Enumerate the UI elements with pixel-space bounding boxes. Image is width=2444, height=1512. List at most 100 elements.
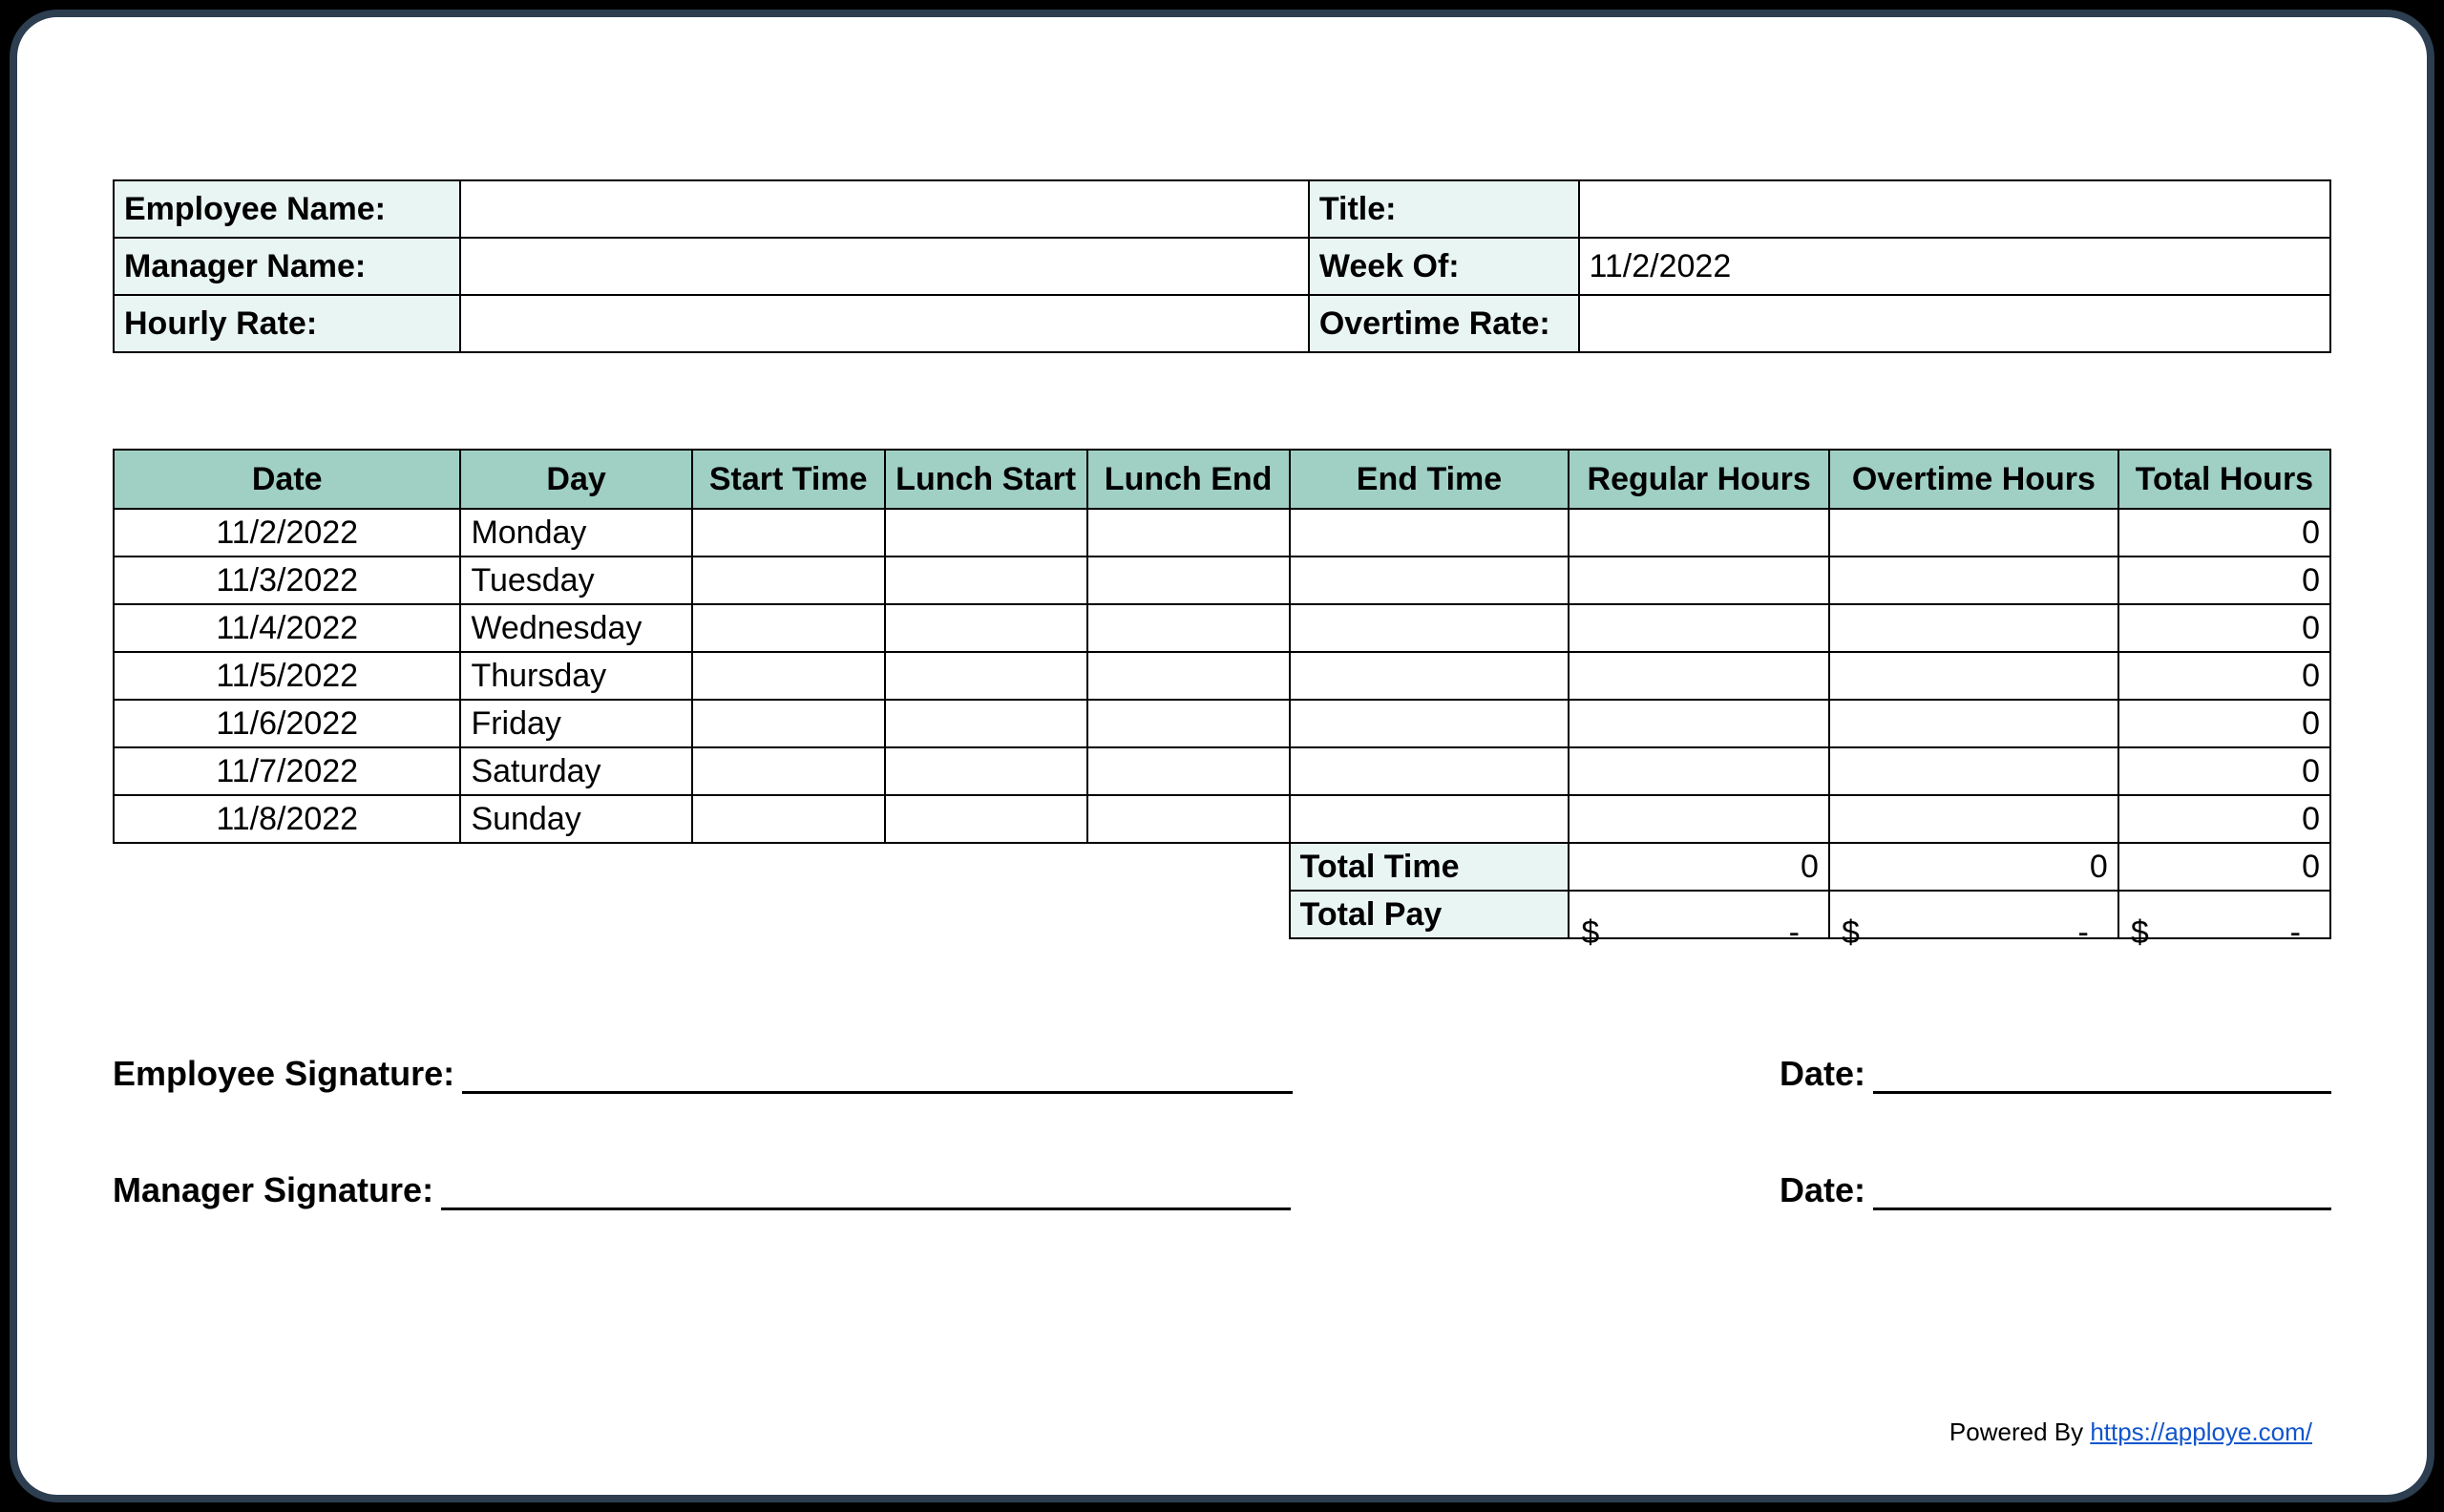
- week-of-value[interactable]: 11/2/2022: [1579, 238, 2330, 295]
- lunch-end-cell[interactable]: [1087, 747, 1290, 795]
- start-cell[interactable]: [692, 747, 885, 795]
- end-cell[interactable]: [1290, 509, 1570, 556]
- start-cell[interactable]: [692, 509, 885, 556]
- lunch-end-cell[interactable]: [1087, 556, 1290, 604]
- date-cell: 11/6/2022: [114, 700, 460, 747]
- info-table: Employee Name: Title: Manager Name: Week…: [113, 179, 2331, 353]
- end-cell[interactable]: [1290, 556, 1570, 604]
- col-start-header: Start Time: [692, 450, 885, 509]
- date-cell: 11/3/2022: [114, 556, 460, 604]
- tot-cell: 0: [2118, 795, 2330, 843]
- overtime-rate-label: Overtime Rate:: [1309, 295, 1579, 352]
- employee-name-value[interactable]: [460, 180, 1308, 238]
- start-cell[interactable]: [692, 556, 885, 604]
- date-cell: 11/5/2022: [114, 652, 460, 700]
- table-header-row: Date Day Start Time Lunch Start Lunch En…: [114, 450, 2330, 509]
- day-cell: Saturday: [460, 747, 691, 795]
- pay-dash: -: [2078, 914, 2089, 952]
- table-row: 11/6/2022Friday 0: [114, 700, 2330, 747]
- footer: Powered By https://apploye.com/: [1949, 1418, 2312, 1447]
- ot-cell: [1829, 700, 2118, 747]
- dollar-sign: $: [2131, 914, 2149, 952]
- lunch-end-cell[interactable]: [1087, 795, 1290, 843]
- end-cell[interactable]: [1290, 747, 1570, 795]
- col-tot-header: Total Hours: [2118, 450, 2330, 509]
- total-pay-row: Total Pay $ - $ - $ -: [114, 891, 2330, 938]
- total-pay-reg: $ -: [1569, 891, 1829, 938]
- total-pay-ot: $ -: [1829, 891, 2118, 938]
- lunch-start-cell[interactable]: [885, 556, 1087, 604]
- ot-cell: [1829, 795, 2118, 843]
- date-cell: 11/4/2022: [114, 604, 460, 652]
- day-cell: Friday: [460, 700, 691, 747]
- day-cell: Monday: [460, 509, 691, 556]
- total-time-row: Total Time 0 0 0: [114, 843, 2330, 891]
- end-cell[interactable]: [1290, 700, 1570, 747]
- manager-signature-label: Manager Signature:: [113, 1170, 433, 1210]
- table-row: Hourly Rate: Overtime Rate:: [114, 295, 2330, 352]
- lunch-end-cell[interactable]: [1087, 652, 1290, 700]
- ot-cell: [1829, 509, 2118, 556]
- pay-dash: -: [1789, 914, 1800, 952]
- title-label: Title:: [1309, 180, 1579, 238]
- employee-signature-line[interactable]: [462, 1060, 1293, 1094]
- tot-cell: 0: [2118, 604, 2330, 652]
- total-time-reg: 0: [1569, 843, 1829, 891]
- tot-cell: 0: [2118, 700, 2330, 747]
- start-cell[interactable]: [692, 700, 885, 747]
- start-cell[interactable]: [692, 652, 885, 700]
- col-day-header: Day: [460, 450, 691, 509]
- lunch-end-cell[interactable]: [1087, 509, 1290, 556]
- lunch-end-cell[interactable]: [1087, 604, 1290, 652]
- signature-area: Employee Signature: Date: Manager Signat…: [113, 1054, 2331, 1210]
- day-cell: Tuesday: [460, 556, 691, 604]
- manager-name-value[interactable]: [460, 238, 1308, 295]
- manager-date-label: Date:: [1780, 1170, 1865, 1210]
- end-cell[interactable]: [1290, 652, 1570, 700]
- table-row: 11/2/2022Monday0: [114, 509, 2330, 556]
- lunch-start-cell[interactable]: [885, 747, 1087, 795]
- hourly-rate-value[interactable]: [460, 295, 1308, 352]
- manager-signature-row: Manager Signature: Date:: [113, 1170, 2331, 1210]
- day-cell: Thursday: [460, 652, 691, 700]
- apploye-link[interactable]: https://apploye.com/: [2090, 1418, 2312, 1446]
- manager-signature-line[interactable]: [441, 1176, 1291, 1210]
- employee-name-label: Employee Name:: [114, 180, 460, 238]
- lunch-end-cell[interactable]: [1087, 700, 1290, 747]
- day-cell: Wednesday: [460, 604, 691, 652]
- manager-name-label: Manager Name:: [114, 238, 460, 295]
- start-cell[interactable]: [692, 795, 885, 843]
- col-end-header: End Time: [1290, 450, 1570, 509]
- title-value[interactable]: [1579, 180, 2330, 238]
- day-cell: Sunday: [460, 795, 691, 843]
- total-pay-label: Total Pay: [1290, 891, 1570, 938]
- dollar-sign: $: [1581, 914, 1599, 952]
- ot-cell: [1829, 604, 2118, 652]
- time-table: Date Day Start Time Lunch Start Lunch En…: [113, 449, 2331, 939]
- lunch-start-cell[interactable]: [885, 700, 1087, 747]
- reg-cell: [1569, 747, 1829, 795]
- week-of-label: Week Of:: [1309, 238, 1579, 295]
- total-time-label: Total Time: [1290, 843, 1570, 891]
- total-pay-tot: $ -: [2118, 891, 2330, 938]
- reg-cell: [1569, 604, 1829, 652]
- dollar-sign: $: [1842, 914, 1860, 952]
- table-row: Manager Name: Week Of: 11/2/2022: [114, 238, 2330, 295]
- lunch-start-cell[interactable]: [885, 509, 1087, 556]
- total-time-tot: 0: [2118, 843, 2330, 891]
- end-cell[interactable]: [1290, 795, 1570, 843]
- start-cell[interactable]: [692, 604, 885, 652]
- end-cell[interactable]: [1290, 604, 1570, 652]
- lunch-start-cell[interactable]: [885, 604, 1087, 652]
- reg-cell: [1569, 509, 1829, 556]
- employee-signature-label: Employee Signature:: [113, 1054, 454, 1094]
- manager-date-line[interactable]: [1873, 1176, 2331, 1210]
- overtime-rate-value[interactable]: [1579, 295, 2330, 352]
- col-lunch-end-header: Lunch End: [1087, 450, 1290, 509]
- lunch-start-cell[interactable]: [885, 652, 1087, 700]
- employee-date-line[interactable]: [1873, 1060, 2331, 1094]
- lunch-start-cell[interactable]: [885, 795, 1087, 843]
- col-reg-header: Regular Hours: [1569, 450, 1829, 509]
- col-date-header: Date: [114, 450, 460, 509]
- table-row: 11/4/2022Wednesday 0: [114, 604, 2330, 652]
